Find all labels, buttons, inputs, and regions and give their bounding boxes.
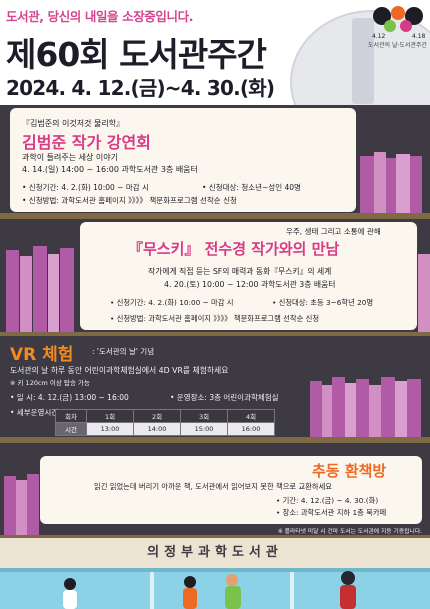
event2-card: 우주, 생태 그리고 소통에 관해 『무스키』 전수경 작가와의 만남 작가에게…	[80, 222, 417, 330]
event3-desc: 도서관의 날 하루 동안 어린이과학체험실에서 4D VR를 체험하세요	[10, 366, 229, 375]
poster-header: 도서관, 당신의 내일을 소장중입니다. 제60회 도서관주간 2024. 4.…	[0, 0, 430, 105]
event4-desc: 읽긴 읽었는데 버리기 아까운 책, 도서관에서 읽어보지 못한 책으로 교환하…	[94, 482, 333, 491]
event4-place: • 장소: 과학도서관 지하 1층 북카페	[276, 508, 387, 517]
event1-desc: 과학이 들려주는 세상 이야기	[22, 153, 118, 162]
footer-bar	[0, 538, 430, 568]
people-illustration-icon	[0, 568, 430, 609]
event4-card: 추동 환책방 읽긴 읽었는데 버리기 아까운 책, 도서관에서 읽어보지 못한 …	[40, 456, 422, 524]
event3-title: VR 체험	[10, 345, 74, 365]
event4-period: • 기간: 4. 12.(금) ~ 4. 30.(화)	[276, 496, 379, 505]
table-cell: 회차	[55, 409, 87, 423]
illustration-strip	[0, 568, 430, 609]
event1-target: • 신청대상: 청소년~성인 40명	[202, 183, 301, 192]
wooden-shelf	[0, 535, 430, 539]
wooden-shelf	[0, 213, 430, 219]
event1-method: • 신청방법: 과학도서관 홈페이지 》》》》 책문화프로그램 선착순 신청	[22, 196, 237, 205]
table-row: 회차 1회 2회 3회 4회	[55, 409, 275, 423]
event1-subtitle: 『김범준의 이것저것 물리학』	[22, 119, 125, 128]
page-title: 제60회 도서관주간	[6, 35, 267, 74]
event2-desc: 작가에게 직접 듣는 SF의 매력과 동화『무스키』의 세계	[148, 267, 332, 276]
event1-time: 4. 14.(일) 14:00 ~ 16:00 과학도서관 3층 배움터	[22, 165, 198, 174]
event1-title: 김범준 작가 강연회	[22, 133, 151, 152]
event1-period: • 신청기간: 4. 2.(화) 10:00 ~ 마감 시	[22, 183, 149, 192]
table-cell: 15:00	[180, 422, 228, 436]
event4-note: ※ 플라타넷 미달 시 건마 도서는 도서관에 지동 기증됩니다.	[277, 529, 422, 535]
event1-card: 『김범준의 이것저것 물리학』 김범준 작가 강연회 과학이 들려주는 세상 이…	[10, 108, 356, 212]
wooden-shelf	[0, 332, 430, 338]
event2-period: • 신청기간: 4. 2.(화) 10:00 ~ 마감 시	[110, 298, 234, 307]
table-cell: 14:00	[133, 422, 181, 436]
table-cell: 13:00	[86, 422, 134, 436]
event2-target: • 신청대상: 초등 3~6학년 20명	[272, 298, 374, 307]
logo-caption: 도서관의 날·도서관주간	[368, 42, 428, 49]
table-cell: 4회	[227, 409, 275, 423]
table-cell: 시간	[55, 422, 87, 436]
event3-date: • 일 시: 4. 12.(금) 13:00 ~ 16:00	[10, 393, 129, 402]
library-week-logo-icon: 4.12 4.18	[372, 6, 426, 40]
event3-subtitle: : '도서관의 날' 기념	[92, 347, 155, 356]
dome-slot-graphic	[352, 18, 374, 104]
table-cell: 16:00	[227, 422, 275, 436]
event3-place: • 운영장소: 3층 어린이과학체험실	[170, 393, 279, 402]
library-name: 의정부과학도서관	[147, 545, 283, 560]
event2-tagline: 우주, 생태 그리고 소통에 관해	[286, 227, 381, 236]
table-cell: 3회	[180, 409, 228, 423]
slogan: 도서관, 당신의 내일을 소장중입니다.	[6, 9, 194, 24]
event2-time: 4. 20.(토) 10:00 ~ 12:00 과학도서관 3층 배움터	[164, 280, 336, 289]
logo-date-left: 4.12	[372, 33, 386, 40]
event2-method: • 신청방법: 과학도서관 홈페이지 》》》》 책문화프로그램 선착순 신청	[110, 314, 320, 323]
event2-title: 『무스키』 전수경 작가와의 만남	[128, 240, 340, 258]
event3-note: ※ 키 120cm 이상 탑승 가능	[10, 379, 90, 387]
table-cell: 1회	[86, 409, 134, 423]
festival-dates: 2024. 4. 12.(금)~4. 30.(화)	[6, 76, 275, 100]
logo-date-right: 4.18	[412, 33, 426, 40]
wooden-shelf	[0, 437, 430, 443]
event3-times-label: • 세부운영시간	[10, 408, 59, 417]
table-row: 시간 13:00 14:00 15:00 16:00	[55, 422, 275, 436]
event4-title: 추동 환책방	[312, 462, 387, 480]
vr-schedule-table: 회차 1회 2회 3회 4회 시간 13:00 14:00 15:00 16:0…	[55, 409, 275, 436]
table-cell: 2회	[133, 409, 181, 423]
